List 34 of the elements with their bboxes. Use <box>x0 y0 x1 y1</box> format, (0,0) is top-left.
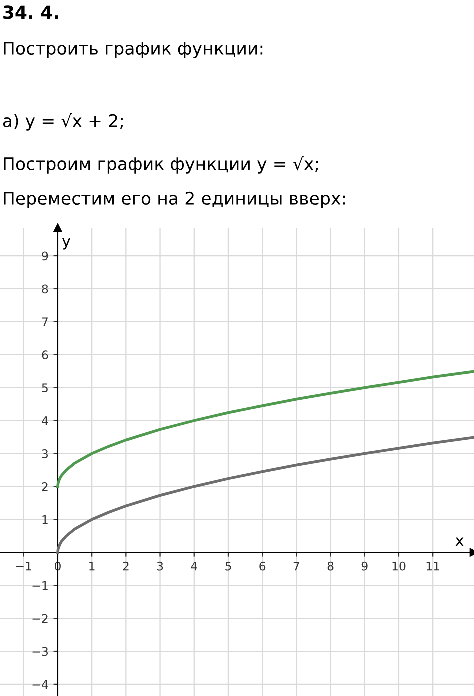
line-series <box>56 370 474 488</box>
text: а) y = √x + 2; <box>3 113 123 131</box>
y-tick-label: 6 <box>42 350 48 360</box>
x-tick-label: 6 <box>260 562 266 571</box>
y-tick-label: −4 <box>32 680 48 689</box>
x-tick-label: 11 <box>426 562 440 571</box>
y-tick-label: 9 <box>42 252 48 261</box>
y-tick-label: 4 <box>42 416 48 426</box>
x-tick-label: 10 <box>392 562 406 571</box>
x-tick-label: 1 <box>90 562 95 571</box>
y-tick-label: −3 <box>32 647 48 656</box>
y-tick-label: 2 <box>42 482 48 492</box>
chart-title: 34. 4. <box>4 6 58 20</box>
x-tick-label: 5 <box>226 562 232 571</box>
text: Построить график функции: <box>4 42 263 58</box>
x-tick-label: 7 <box>294 562 300 571</box>
y-tick-label: 8 <box>42 284 48 294</box>
y-axis-title: y <box>62 238 71 250</box>
x-tick-label: 2 <box>123 562 129 571</box>
text: Построим график функции y = √x; <box>4 156 318 174</box>
x-axis-title: x <box>456 538 464 546</box>
line-series <box>56 436 474 554</box>
y-tick-label: −2 <box>32 614 48 624</box>
y-tick-label: 1 <box>42 516 48 524</box>
x-tick-label: 8 <box>328 562 334 571</box>
x-tick-label: 4 <box>191 562 198 571</box>
x-tick-label: 9 <box>362 562 368 571</box>
x-tick-label: −1 <box>16 562 32 571</box>
y-tick-label: 7 <box>42 318 48 326</box>
x-tick-label: 3 <box>157 562 164 571</box>
text: Переместим его на 2 единицы вверх: <box>4 192 346 208</box>
y-tick-label: −1 <box>32 581 48 590</box>
y-tick-label: 5 <box>42 384 48 392</box>
y-tick-label: 3 <box>42 449 48 458</box>
